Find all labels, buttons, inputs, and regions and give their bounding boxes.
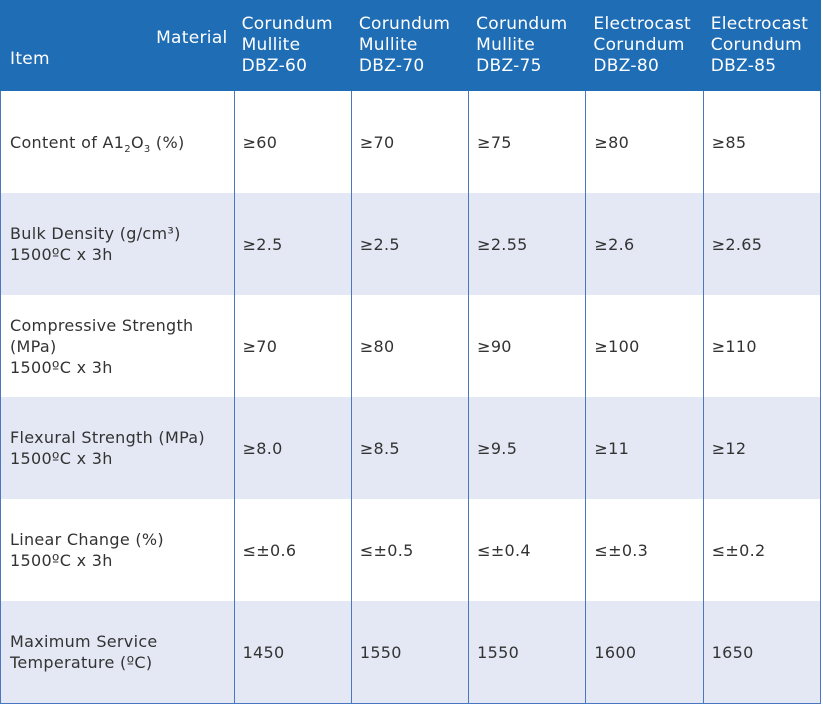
table-cell: ≥70 [233, 295, 352, 397]
column-header-dbz-80: Electrocast Corundum DBZ-80 [585, 0, 704, 91]
row-label-alumina-content: Content of A12O3 (%) [0, 91, 235, 193]
column-header-dbz-70: Corundum Mullite DBZ-70 [350, 0, 470, 91]
table-cell: ≥2.5 [350, 193, 470, 295]
row-label-linear-change: Linear Change (%) 1500ºC x 3h [0, 499, 235, 601]
table-cell: ≤±0.4 [468, 499, 587, 601]
row-label-flexural-strength: Flexural Strength (MPa) 1500ºC x 3h [0, 397, 235, 499]
table-cell: 1550 [350, 601, 470, 704]
material-label: Material [156, 28, 228, 48]
column-header-dbz-60: Corundum Mullite DBZ-60 [233, 0, 352, 91]
table-cell: ≥9.5 [468, 397, 587, 499]
column-header-dbz-75: Corundum Mullite DBZ-75 [468, 0, 587, 91]
header-corner-cell: Material Item [0, 0, 235, 91]
table-cell: ≥2.6 [585, 193, 704, 295]
table-row-max-service-temperature: Maximum Service Temperature (ºC) 1450 15… [0, 601, 822, 704]
table-cell: ≤±0.2 [702, 499, 822, 601]
table-cell: 1600 [585, 601, 704, 704]
table-row-flexural-strength: Flexural Strength (MPa) 1500ºC x 3h ≥8.0… [0, 397, 822, 499]
table-cell: ≥70 [350, 91, 470, 193]
table-cell: ≥90 [468, 295, 587, 397]
table-cell: ≥8.0 [233, 397, 352, 499]
table-cell: ≥110 [702, 295, 822, 397]
row-label-max-service-temperature: Maximum Service Temperature (ºC) [0, 601, 235, 704]
table-cell: 1550 [468, 601, 587, 704]
table-cell: ≥2.65 [702, 193, 822, 295]
table-row-compressive-strength: Compressive Strength (MPa) 1500ºC x 3h ≥… [0, 295, 822, 397]
table-row-linear-change: Linear Change (%) 1500ºC x 3h ≤±0.6 ≤±0.… [0, 499, 822, 601]
table-cell: ≥80 [350, 295, 470, 397]
table-cell: ≤±0.6 [233, 499, 352, 601]
item-label: Item [10, 49, 50, 69]
table-cell: ≥2.5 [233, 193, 352, 295]
row-label-compressive-strength: Compressive Strength (MPa) 1500ºC x 3h [0, 295, 235, 397]
table-cell: ≥12 [702, 397, 822, 499]
table-cell: ≥8.5 [350, 397, 470, 499]
table-cell: ≥2.55 [468, 193, 587, 295]
row-label-bulk-density: Bulk Density (g/cm³) 1500ºC x 3h [0, 193, 235, 295]
column-header-dbz-85: Electrocast Corundum DBZ-85 [702, 0, 822, 91]
table-cell: ≥11 [585, 397, 704, 499]
table-cell: ≥75 [468, 91, 587, 193]
table-cell: ≥80 [585, 91, 704, 193]
table-cell: 1650 [702, 601, 822, 704]
table-cell: ≤±0.5 [350, 499, 470, 601]
table-row-bulk-density: Bulk Density (g/cm³) 1500ºC x 3h ≥2.5 ≥2… [0, 193, 822, 295]
table-cell: ≥60 [233, 91, 352, 193]
table-cell: 1450 [233, 601, 352, 704]
table-cell: ≥100 [585, 295, 704, 397]
header-row: Material Item Corundum Mullite DBZ-60 Co… [0, 0, 822, 91]
table-row-alumina-content: Content of A12O3 (%) ≥60 ≥70 ≥75 ≥80 ≥85 [0, 91, 822, 193]
table-cell: ≥85 [702, 91, 822, 193]
table-cell: ≤±0.3 [585, 499, 704, 601]
